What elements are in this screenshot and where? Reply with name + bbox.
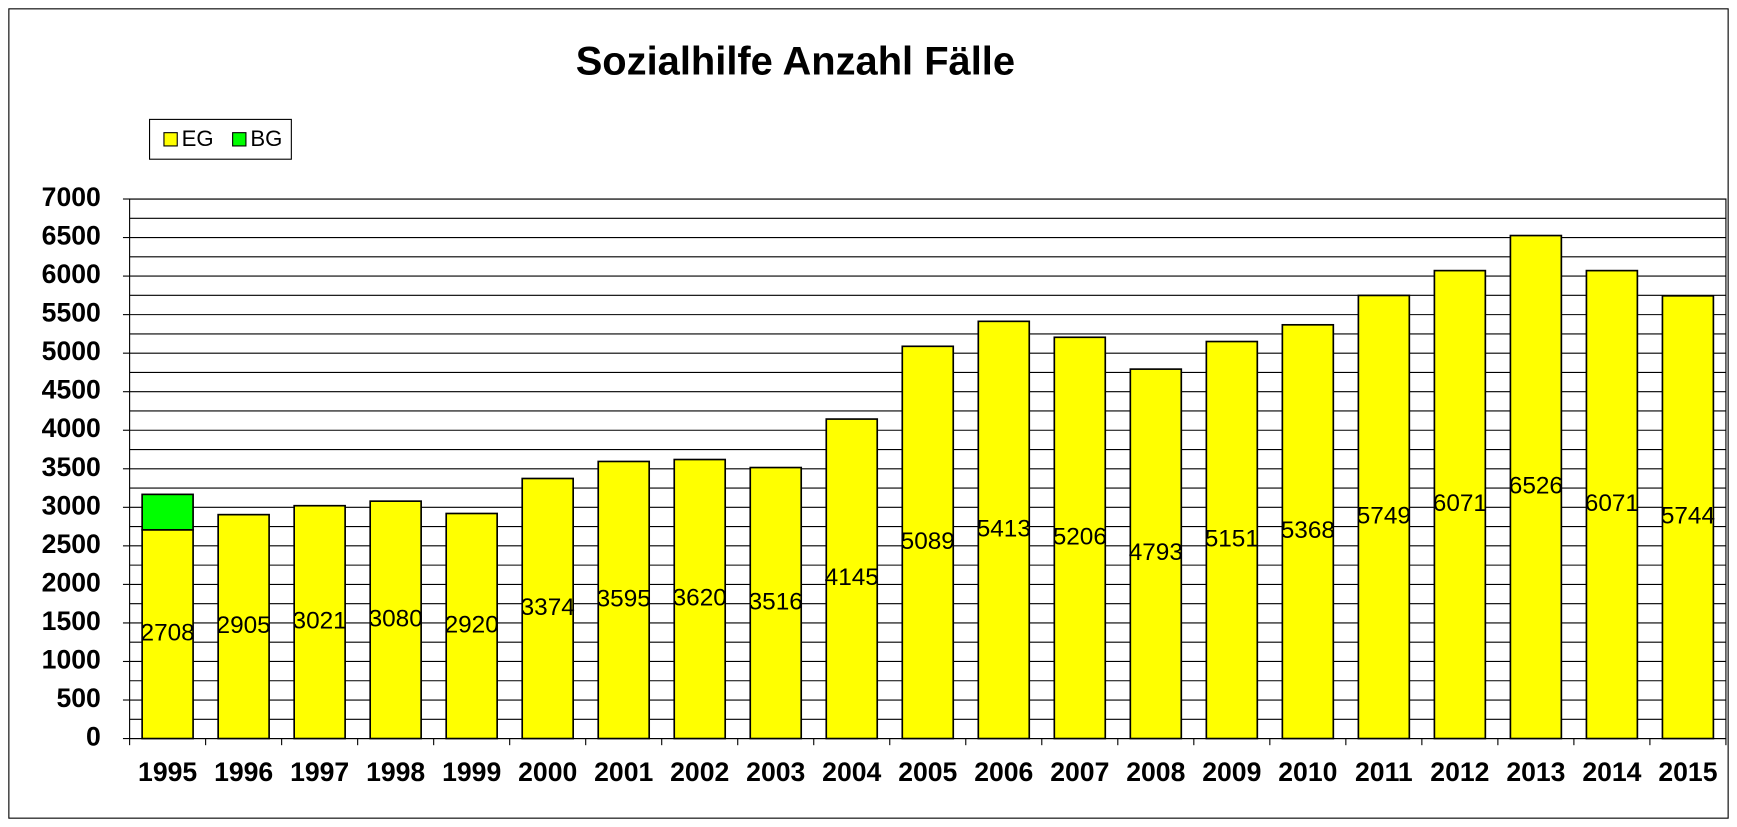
y-tick-label: 2500 [42, 529, 101, 559]
x-tick-label: 1995 [138, 757, 197, 787]
chart-title: Sozialhilfe Anzahl Fälle [576, 40, 1015, 84]
bar-segment [673, 458, 727, 740]
data-label: 5749 [1357, 502, 1411, 529]
data-label: 3516 [749, 588, 803, 615]
x-tick-label: 1997 [290, 757, 349, 787]
data-label: 5413 [977, 515, 1031, 542]
x-tick-label: 2007 [1050, 757, 1109, 787]
x-tick-label: 1998 [366, 757, 425, 787]
bar-segment [1281, 323, 1335, 740]
bar-segment [1661, 294, 1715, 740]
bar-segment [1433, 269, 1487, 740]
data-label: 2708 [141, 620, 195, 647]
legend-label: BG [250, 126, 282, 151]
x-tick-label: 2003 [746, 757, 805, 787]
x-tick-label: 2001 [594, 757, 653, 787]
data-label: 3595 [597, 585, 651, 612]
legend-label: EG [182, 126, 214, 151]
x-tick-label: 2000 [518, 757, 577, 787]
bar-segment [521, 477, 575, 740]
y-tick-label: 4000 [42, 413, 101, 443]
data-label: 5744 [1661, 503, 1715, 530]
data-label: 5206 [1053, 523, 1107, 550]
y-tick-label: 5000 [42, 336, 101, 366]
bar-segment [293, 504, 346, 740]
data-label: 4793 [1129, 539, 1183, 566]
data-label: 6526 [1509, 472, 1563, 499]
y-tick-label: 5500 [42, 298, 101, 328]
bar-segment [977, 320, 1031, 740]
y-tick-label: 6000 [42, 259, 101, 289]
bar-segment [1129, 368, 1183, 740]
bar-segment [141, 528, 194, 740]
bar-segment [1509, 234, 1563, 740]
bar-segment [217, 513, 270, 740]
x-tick-label: 1999 [442, 757, 501, 787]
bar-segment [825, 418, 879, 740]
x-tick-label: 1996 [214, 757, 273, 787]
y-tick-label: 3500 [42, 452, 101, 482]
data-label: 2905 [217, 612, 271, 639]
bar-segment [445, 512, 498, 740]
bar-segment [901, 345, 955, 740]
data-label: 4145 [825, 564, 879, 591]
y-tick-label: 4500 [42, 375, 101, 405]
data-label: 3021 [293, 608, 347, 635]
bar-segment [369, 500, 422, 740]
legend-swatch [232, 132, 247, 147]
data-label: 5089 [901, 528, 955, 555]
x-tick-label: 2008 [1126, 757, 1185, 787]
bar-segment [141, 493, 194, 531]
y-tick-label: 0 [86, 722, 101, 752]
bar-segment [1205, 340, 1259, 740]
data-label: 5368 [1281, 517, 1335, 544]
bar-segment [1053, 336, 1107, 740]
x-tick-label: 2005 [898, 757, 957, 787]
x-tick-label: 2006 [974, 757, 1033, 787]
y-tick-label: 1000 [42, 645, 101, 675]
y-tick-label: 500 [56, 683, 100, 713]
data-label: 3374 [521, 594, 575, 621]
bar-segment [1357, 294, 1411, 740]
x-tick-label: 2004 [822, 757, 881, 787]
bar-segment [597, 460, 651, 740]
bar-segment [1585, 269, 1639, 740]
y-tick-label: 7000 [42, 182, 101, 212]
y-tick-label: 3000 [42, 490, 101, 520]
x-tick-label: 2013 [1506, 757, 1565, 787]
y-tick-label: 1500 [42, 606, 101, 636]
x-tick-label: 2011 [1355, 757, 1413, 787]
data-label: 2920 [445, 611, 499, 638]
x-tick-label: 2015 [1658, 757, 1717, 787]
y-tick-label: 2000 [42, 567, 101, 597]
data-label: 3080 [369, 605, 423, 632]
x-tick-label: 2002 [670, 757, 729, 787]
legend-swatch [163, 132, 178, 147]
bar-segment [749, 466, 803, 740]
data-label: 3620 [673, 584, 727, 611]
x-tick-label: 2010 [1278, 757, 1337, 787]
x-tick-label: 2009 [1202, 757, 1261, 787]
data-label: 5151 [1205, 525, 1259, 552]
data-label: 6071 [1433, 490, 1487, 517]
x-tick-label: 2012 [1430, 757, 1489, 787]
data-label: 6071 [1585, 490, 1639, 517]
x-tick-label: 2014 [1582, 757, 1641, 787]
y-tick-label: 6500 [42, 221, 101, 251]
